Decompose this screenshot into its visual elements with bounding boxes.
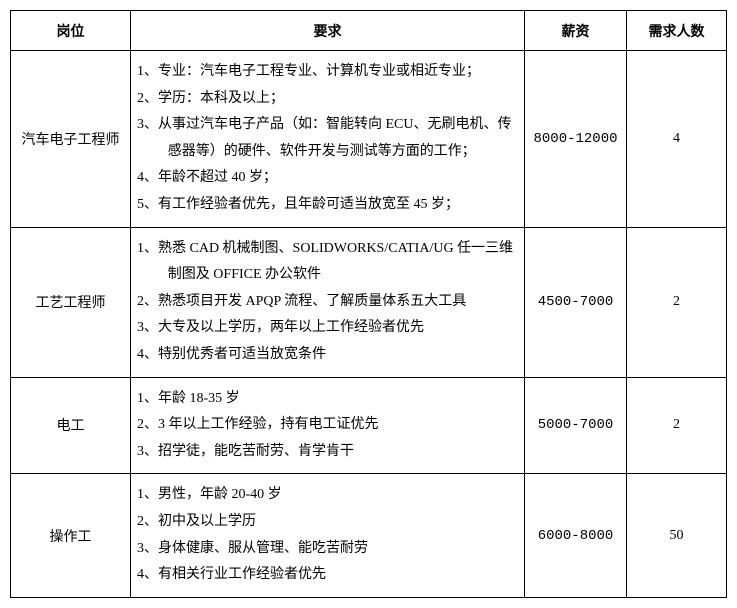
requirement-line: 3、大专及以上学历，两年以上工作经验者优先 [137, 315, 518, 342]
header-position: 岗位 [11, 11, 131, 51]
cell-count: 2 [627, 377, 727, 474]
cell-salary: 5000-7000 [525, 377, 627, 474]
job-listing-table: 岗位 要求 薪资 需求人数 汽车电子工程师 1、专业：汽车电子工程专业、计算机专… [10, 10, 727, 598]
table-row: 汽车电子工程师 1、专业：汽车电子工程专业、计算机专业或相近专业； 2、学历：本… [11, 51, 727, 228]
table-row: 工艺工程师 1、熟悉 CAD 机械制图、SOLIDWORKS/CATIA/UG … [11, 227, 727, 377]
requirement-line: 1、年龄 18-35 岁 [137, 386, 518, 413]
table-row: 电工 1、年龄 18-35 岁 2、3 年以上工作经验，持有电工证优先 3、招学… [11, 377, 727, 474]
table-body: 汽车电子工程师 1、专业：汽车电子工程专业、计算机专业或相近专业； 2、学历：本… [11, 51, 727, 598]
requirement-line: 5、有工作经验者优先，且年龄可适当放宽至 45 岁； [137, 192, 518, 219]
requirement-line: 3、招学徒，能吃苦耐劳、肯学肯干 [137, 439, 518, 466]
requirement-line: 1、专业：汽车电子工程专业、计算机专业或相近专业； [137, 59, 518, 86]
requirement-line: 3、身体健康、服从管理、能吃苦耐劳 [137, 536, 518, 563]
requirement-line: 4、有相关行业工作经验者优先 [137, 562, 518, 589]
table-header-row: 岗位 要求 薪资 需求人数 [11, 11, 727, 51]
header-count: 需求人数 [627, 11, 727, 51]
cell-requirement: 1、男性，年龄 20-40 岁 2、初中及以上学历 3、身体健康、服从管理、能吃… [131, 474, 525, 597]
cell-requirement: 1、专业：汽车电子工程专业、计算机专业或相近专业； 2、学历：本科及以上； 3、… [131, 51, 525, 228]
cell-count: 50 [627, 474, 727, 597]
header-salary: 薪资 [525, 11, 627, 51]
cell-count: 2 [627, 227, 727, 377]
cell-position: 汽车电子工程师 [11, 51, 131, 228]
requirement-line: 2、3 年以上工作经验，持有电工证优先 [137, 412, 518, 439]
cell-position: 操作工 [11, 474, 131, 597]
requirement-line: 2、初中及以上学历 [137, 509, 518, 536]
cell-salary: 6000-8000 [525, 474, 627, 597]
requirement-line: 4、年龄不超过 40 岁； [137, 165, 518, 192]
requirement-line: 4、特别优秀者可适当放宽条件 [137, 342, 518, 369]
requirement-line: 2、学历：本科及以上； [137, 86, 518, 113]
cell-salary: 8000-12000 [525, 51, 627, 228]
requirement-line: 1、男性，年龄 20-40 岁 [137, 482, 518, 509]
cell-position: 电工 [11, 377, 131, 474]
cell-count: 4 [627, 51, 727, 228]
requirement-line: 3、从事过汽车电子产品（如：智能转向 ECU、无刷电机、传感器等）的硬件、软件开… [137, 112, 518, 165]
header-requirement: 要求 [131, 11, 525, 51]
requirement-line: 1、熟悉 CAD 机械制图、SOLIDWORKS/CATIA/UG 任一三维制图… [137, 236, 518, 289]
cell-requirement: 1、熟悉 CAD 机械制图、SOLIDWORKS/CATIA/UG 任一三维制图… [131, 227, 525, 377]
requirement-line: 2、熟悉项目开发 APQP 流程、了解质量体系五大工具 [137, 289, 518, 316]
cell-salary: 4500-7000 [525, 227, 627, 377]
cell-position: 工艺工程师 [11, 227, 131, 377]
cell-requirement: 1、年龄 18-35 岁 2、3 年以上工作经验，持有电工证优先 3、招学徒，能… [131, 377, 525, 474]
table-row: 操作工 1、男性，年龄 20-40 岁 2、初中及以上学历 3、身体健康、服从管… [11, 474, 727, 597]
